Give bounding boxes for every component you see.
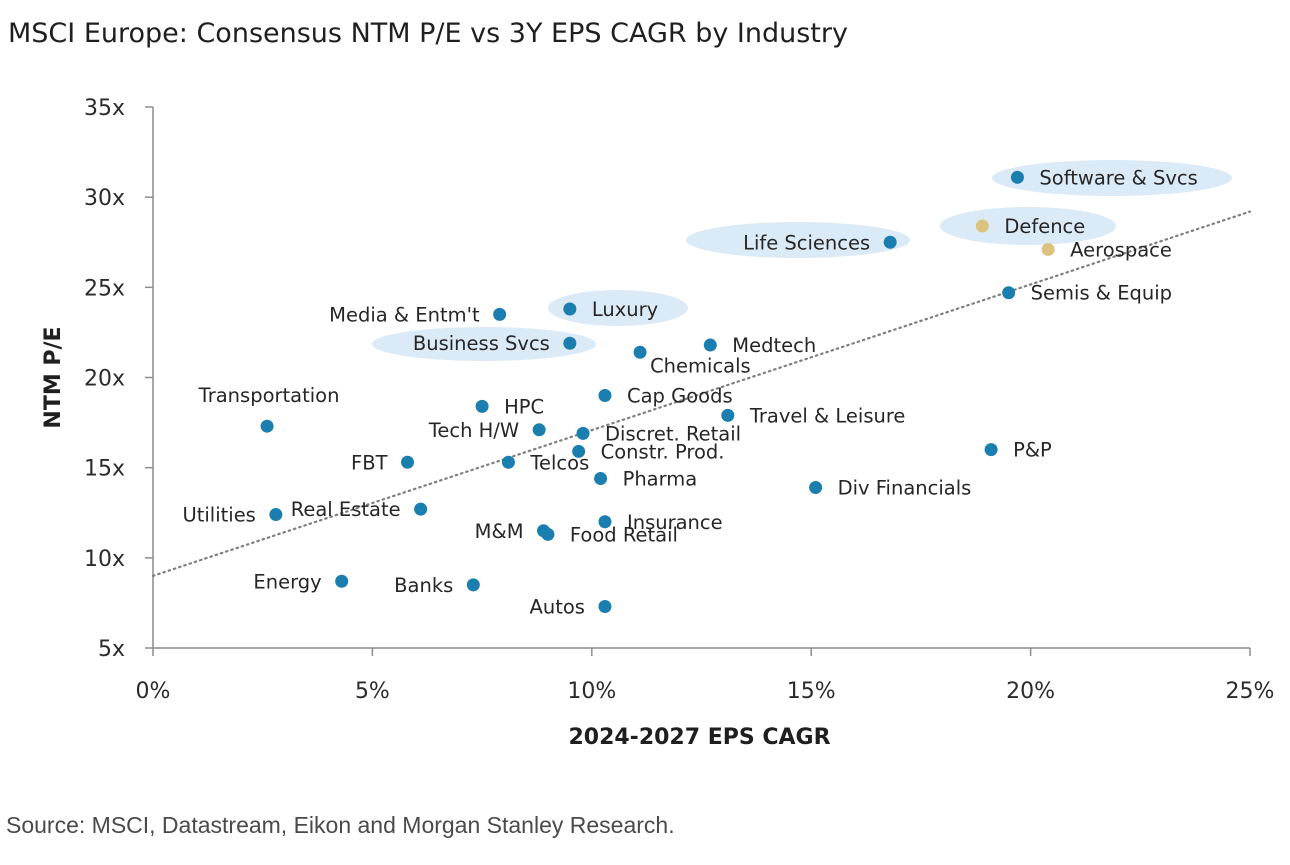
y-tick-label: 15x <box>84 457 125 482</box>
chart-title: MSCI Europe: Consensus NTM P/E vs 3Y EPS… <box>8 18 848 49</box>
point-label-banks: Banks <box>394 574 453 597</box>
point-label-p-p: P&P <box>1013 439 1052 462</box>
y-tick-label: 5x <box>98 637 125 662</box>
point-luxury <box>563 302 577 316</box>
point-label-hpc: HPC <box>504 395 544 418</box>
point-life-sciences <box>883 235 897 249</box>
point-media-entm-t <box>493 307 507 321</box>
point-fbt <box>401 455 415 469</box>
x-tick-label: 0% <box>136 679 171 704</box>
scatter-chart: 5x 10x 15x 20x 25x 30x 35x 0% 5% 10% 15% 20% 25% 2024… <box>41 96 1275 750</box>
point-aerospace <box>1041 242 1055 256</box>
point-banks <box>466 578 480 592</box>
point-label-aerospace: Aerospace <box>1070 238 1172 261</box>
point-label-div-financials: Div Financials <box>838 477 972 500</box>
y-tick-label: 10x <box>84 547 125 572</box>
point-label-cap-goods: Cap Goods <box>627 385 733 408</box>
point-autos <box>598 600 612 614</box>
point-p-p <box>984 443 998 457</box>
point-label-business-svcs: Business Svcs <box>413 332 550 355</box>
point-transportation <box>260 419 274 433</box>
y-tick-label: 35x <box>84 96 125 121</box>
point-tech-h-w <box>532 423 546 437</box>
point-food-retail <box>541 527 555 541</box>
source-note: Source: MSCI, Datastream, Eikon and Morg… <box>6 812 675 838</box>
highlight-ellipse-life-sciences <box>686 222 910 258</box>
point-insurance <box>598 515 612 529</box>
point-label-food-retail: Food Retail <box>570 523 678 546</box>
point-label-defence: Defence <box>1004 215 1085 238</box>
point-label-m-m: M&M <box>475 520 524 543</box>
point-label-telcos: Telcos <box>529 451 589 474</box>
point-hpc <box>475 399 489 413</box>
point-label-tech-h-w: Tech H/W <box>428 419 519 442</box>
highlight-ellipse-software-svcs <box>992 160 1232 196</box>
point-label-fbt: FBT <box>351 451 388 474</box>
point-label-insurance: Insurance <box>627 511 723 534</box>
point-constr-prod <box>572 444 586 458</box>
point-label-transportation: Transportation <box>198 384 340 407</box>
x-tick-label: 25% <box>1226 679 1275 704</box>
point-label-utilities: Utilities <box>182 504 255 527</box>
x-tick-label: 15% <box>787 679 836 704</box>
x-axis-title: 2024-2027 EPS CAGR <box>568 725 830 750</box>
point-cap-goods <box>598 389 612 403</box>
point-label-luxury: Luxury <box>592 298 658 321</box>
point-chemicals <box>633 345 647 359</box>
point-label-life-sciences: Life Sciences <box>743 231 870 254</box>
y-tick-label: 30x <box>84 186 125 211</box>
point-pharma <box>594 471 608 485</box>
point-div-financials <box>809 481 823 495</box>
point-label-constr-prod: Constr. Prod. <box>601 440 725 463</box>
point-business-svcs <box>563 336 577 350</box>
point-label-real-estate: Real Estate <box>291 498 401 521</box>
point-label-semis-equip: Semis & Equip <box>1031 282 1172 305</box>
point-semis-equip <box>1002 286 1016 300</box>
x-tick-label: 5% <box>355 679 390 704</box>
x-tick-label: 20% <box>1006 679 1055 704</box>
highlight-ellipse-luxury <box>548 290 688 326</box>
point-software-svcs <box>1010 170 1024 184</box>
point-medtech <box>703 338 717 352</box>
point-label-pharma: Pharma <box>623 467 698 490</box>
point-label-software-svcs: Software & Svcs <box>1039 166 1197 189</box>
point-label-travel-leisure: Travel & Leisure <box>749 404 906 427</box>
point-telcos <box>501 455 515 469</box>
point-discret-retail <box>576 426 590 440</box>
point-label-discret-retail: Discret. Retail <box>605 422 741 445</box>
y-tick-label: 25x <box>84 276 125 301</box>
point-label-energy: Energy <box>253 570 321 593</box>
point-label-medtech: Medtech <box>732 334 816 357</box>
point-label-media-entm-t: Media & Entm't <box>329 303 480 326</box>
point-defence <box>975 219 989 233</box>
x-tick-label: 10% <box>567 679 616 704</box>
point-label-chemicals: Chemicals <box>650 354 751 377</box>
y-axis-title: NTM P/E <box>41 326 66 428</box>
point-utilities <box>269 508 283 522</box>
trendline <box>151 210 1252 577</box>
point-travel-leisure <box>721 408 735 422</box>
highlight-ellipse-business-svcs <box>372 327 596 361</box>
y-tick-label: 20x <box>84 367 125 392</box>
highlight-ellipse-defence <box>940 207 1116 245</box>
point-energy <box>335 574 349 588</box>
point-label-autos: Autos <box>530 596 585 619</box>
point-real-estate <box>414 502 428 516</box>
